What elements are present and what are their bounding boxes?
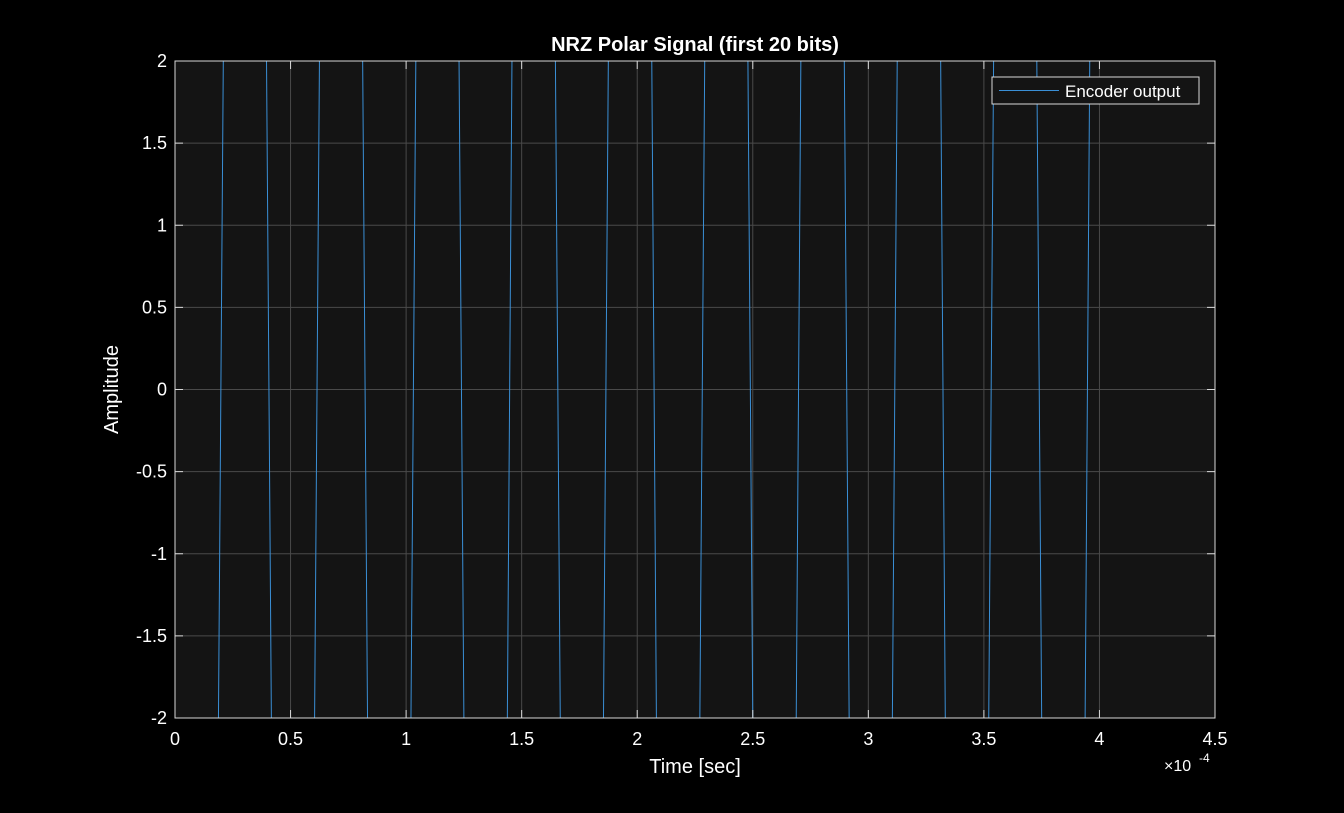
- y-tick-labels: -2 -1.5 -1 -0.5 0 0.5 1 1.5 2: [136, 51, 167, 728]
- y-tick-label: -1: [151, 544, 167, 564]
- x-axis-label: Time [sec]: [649, 756, 741, 778]
- x-exponent-power: -4: [1199, 751, 1210, 765]
- x-exponent: ×10 -4: [1164, 751, 1210, 775]
- x-tick-label: 2.5: [740, 729, 765, 749]
- x-tick-label: 2: [632, 729, 642, 749]
- legend-entry-label: Encoder output: [1065, 82, 1181, 101]
- y-tick-label: -1.5: [136, 626, 167, 646]
- x-tick-label: 0: [170, 729, 180, 749]
- y-tick-label: 1: [157, 215, 167, 235]
- x-tick-label: 4.5: [1202, 729, 1227, 749]
- x-tick-label: 1: [401, 729, 411, 749]
- x-tick-labels: 0 0.5 1 1.5 2 2.5 3 3.5 4 4.5: [170, 729, 1228, 749]
- x-tick-label: 0.5: [278, 729, 303, 749]
- y-tick-label: -2: [151, 708, 167, 728]
- tick-marks: [174, 60, 1216, 719]
- y-tick-label: 0: [157, 380, 167, 400]
- chart-title: NRZ Polar Signal (first 20 bits): [551, 34, 839, 56]
- y-tick-label: 0.5: [142, 297, 167, 317]
- legend: Encoder output: [991, 76, 1200, 105]
- x-exponent-base: ×10: [1164, 758, 1191, 775]
- y-tick-label: 1.5: [142, 133, 167, 153]
- x-tick-label: 4: [1094, 729, 1104, 749]
- grid-lines: [175, 61, 1215, 718]
- x-tick-label: 3: [863, 729, 873, 749]
- y-tick-label: -0.5: [136, 462, 167, 482]
- y-tick-label: 2: [157, 51, 167, 71]
- x-tick-label: 3.5: [971, 729, 996, 749]
- y-axis-label: Amplitude: [101, 345, 123, 434]
- x-tick-label: 1.5: [509, 729, 534, 749]
